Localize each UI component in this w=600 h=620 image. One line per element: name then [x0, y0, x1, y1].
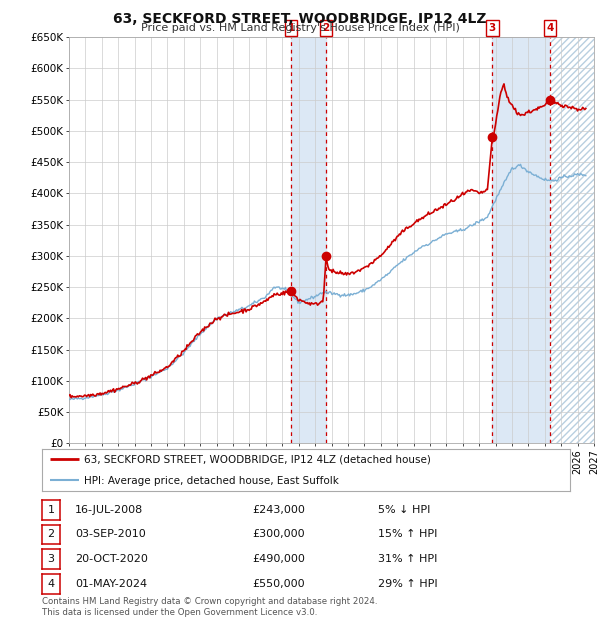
Text: 3: 3: [47, 554, 55, 564]
Text: 29% ↑ HPI: 29% ↑ HPI: [378, 579, 437, 589]
Text: £550,000: £550,000: [252, 579, 305, 589]
Text: £243,000: £243,000: [252, 505, 305, 515]
Bar: [291, 37, 326, 443]
Text: 15% ↑ HPI: 15% ↑ HPI: [378, 529, 437, 539]
Text: 16-JUL-2008: 16-JUL-2008: [75, 505, 143, 515]
Bar: [550, 37, 600, 443]
Text: 31% ↑ HPI: 31% ↑ HPI: [378, 554, 437, 564]
Text: 2: 2: [322, 23, 330, 33]
Text: 63, SECKFORD STREET, WOODBRIDGE, IP12 4LZ (detached house): 63, SECKFORD STREET, WOODBRIDGE, IP12 4L…: [84, 454, 431, 464]
Text: 4: 4: [47, 579, 55, 589]
Text: 1: 1: [47, 505, 55, 515]
Text: 5% ↓ HPI: 5% ↓ HPI: [378, 505, 430, 515]
Text: 3: 3: [488, 23, 496, 33]
Text: 2: 2: [47, 529, 55, 539]
Text: 1: 1: [287, 23, 295, 33]
Text: £490,000: £490,000: [252, 554, 305, 564]
Text: £300,000: £300,000: [252, 529, 305, 539]
Text: 63, SECKFORD STREET, WOODBRIDGE, IP12 4LZ: 63, SECKFORD STREET, WOODBRIDGE, IP12 4L…: [113, 12, 487, 27]
Text: Price paid vs. HM Land Registry's House Price Index (HPI): Price paid vs. HM Land Registry's House …: [140, 23, 460, 33]
Text: 4: 4: [547, 23, 554, 33]
Text: Contains HM Land Registry data © Crown copyright and database right 2024.
This d: Contains HM Land Registry data © Crown c…: [42, 598, 377, 617]
Text: 20-OCT-2020: 20-OCT-2020: [75, 554, 148, 564]
Bar: [492, 37, 550, 443]
Text: 01-MAY-2024: 01-MAY-2024: [75, 579, 147, 589]
Text: HPI: Average price, detached house, East Suffolk: HPI: Average price, detached house, East…: [84, 476, 339, 485]
Text: 03-SEP-2010: 03-SEP-2010: [75, 529, 146, 539]
